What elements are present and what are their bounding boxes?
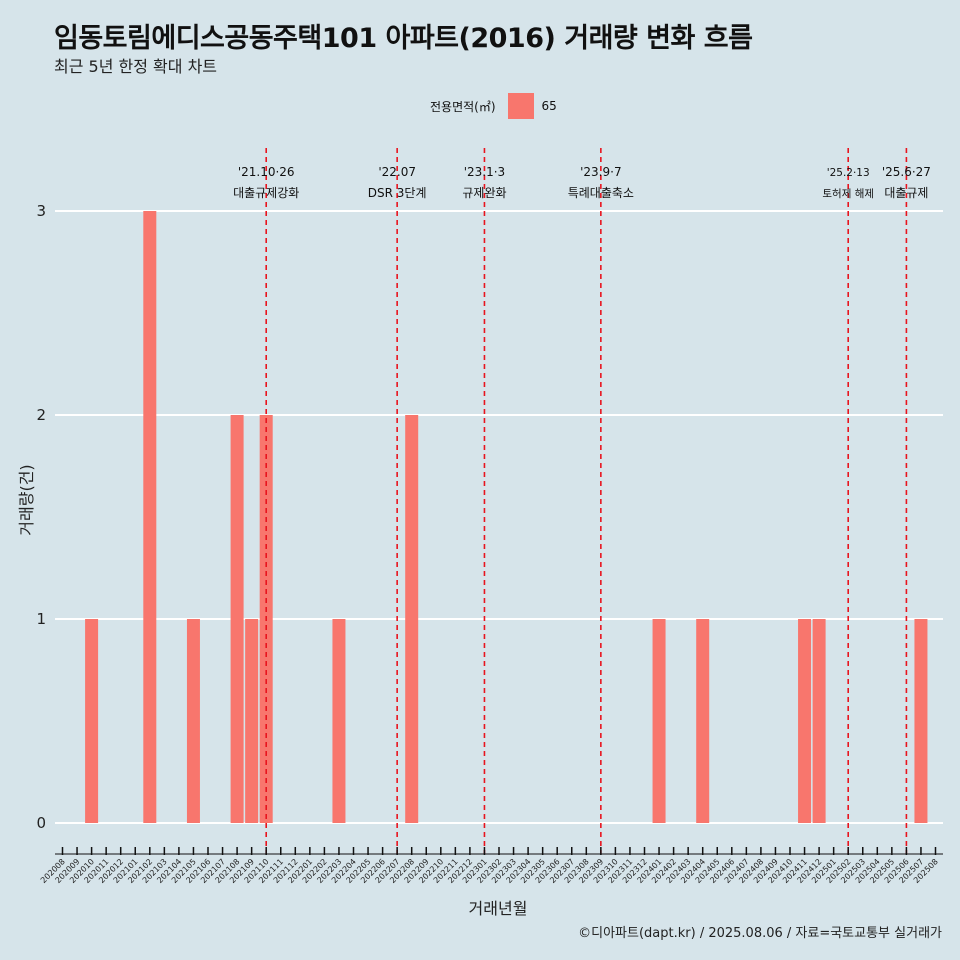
bars: [85, 211, 928, 823]
x-axis: 2020082020092020102020112020122021012021…: [39, 847, 943, 885]
event-date-label: '21.10·26: [238, 165, 295, 179]
bar-202203: [332, 619, 346, 823]
event-name-label: 규제완화: [462, 186, 506, 200]
event-date-label: '23.9·7: [580, 165, 621, 179]
event-name-label: DSR 3단계: [368, 186, 427, 200]
event-name-label: 특례대출축소: [568, 186, 634, 200]
bar-202401: [652, 619, 666, 823]
y-axis: 0 1 2 3: [36, 202, 46, 832]
event-date-label: '23.1·3: [464, 165, 505, 179]
gridlines: [55, 210, 943, 824]
bar-202507: [914, 619, 928, 823]
y-tick-label: 2: [36, 406, 46, 424]
y-tick-label: 1: [36, 610, 46, 628]
y-tick-label: 3: [36, 202, 46, 220]
legend: 전용면적(㎡) 65: [430, 93, 557, 119]
bar-202411: [798, 619, 812, 823]
footer-credit: ©디아파트(dapt.kr) / 2025.08.06 / 자료=국토교통부 실…: [578, 926, 942, 941]
event-date-label: '25.6·27: [882, 165, 931, 179]
x-axis-title: 거래년월: [469, 899, 528, 918]
event-name-label: 대출규제강화: [233, 186, 299, 200]
y-tick-label: 0: [36, 814, 46, 832]
event-date-label: '25.2·13: [827, 167, 870, 179]
legend-label-65: 65: [541, 99, 557, 113]
event-date-label: '22.07: [378, 165, 416, 179]
bar-202412: [812, 619, 826, 823]
event-name-label: 대출규제: [884, 186, 928, 200]
legend-title: 전용면적(㎡): [430, 99, 496, 114]
bar-202102: [143, 211, 157, 823]
bar-202108: [230, 415, 244, 823]
chart-title: 임동토림에디스공동주택101 아파트(2016) 거래량 변화 흐름: [54, 23, 753, 54]
y-axis-title: 거래량(건): [17, 464, 36, 535]
bar-202109: [245, 619, 259, 823]
event-name-label: 토허제 해제: [822, 187, 874, 200]
bar-202208: [405, 415, 419, 823]
event-annotations: '21.10·26 대출규제강화 '22.07 DSR 3단계 '23.1·3 규제완화 '…: [233, 165, 931, 200]
bar-202010: [85, 619, 99, 823]
bar-202105: [186, 619, 200, 823]
chart-subtitle: 최근 5년 한정 확대 차트: [54, 57, 218, 76]
event-lines: [265, 148, 908, 854]
legend-swatch-65: [507, 93, 534, 119]
bar-202404: [696, 619, 710, 823]
